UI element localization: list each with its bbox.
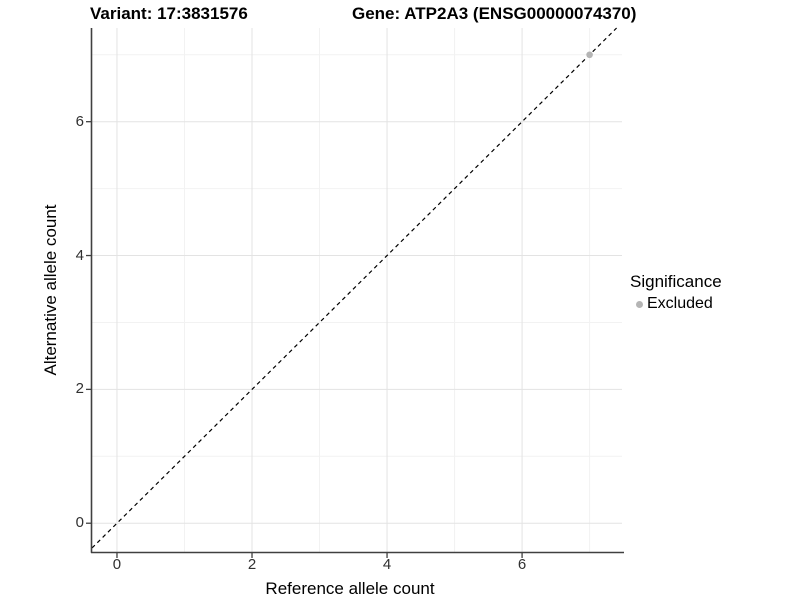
y-tick-label: 2 — [75, 380, 84, 398]
legend-title: Significance — [630, 272, 722, 291]
identity-line — [91, 27, 618, 549]
x-axis-title: Reference allele count — [265, 579, 435, 598]
plot-title-gene: Gene: ATP2A3 (ENSG00000074370) — [352, 4, 637, 23]
data-point — [586, 51, 593, 59]
x-tick-label: 4 — [382, 556, 392, 573]
y-tick-label: 6 — [75, 112, 84, 130]
y-tick-label: 4 — [75, 246, 84, 264]
x-tick-label: 6 — [517, 556, 527, 573]
x-tick-label: 2 — [247, 556, 257, 573]
y-tick-label: 0 — [75, 514, 84, 532]
y-axis-title: Alternative allele count — [41, 204, 60, 376]
legend-item-label: Excluded — [647, 295, 713, 312]
legend: Significance Excluded — [630, 272, 795, 313]
legend-item-excluded: Excluded — [630, 295, 795, 313]
legend-key-dot-icon — [636, 300, 643, 308]
plot-title-variant: Variant: 17:3831576 — [90, 4, 248, 23]
x-tick-label: 0 — [112, 556, 122, 573]
